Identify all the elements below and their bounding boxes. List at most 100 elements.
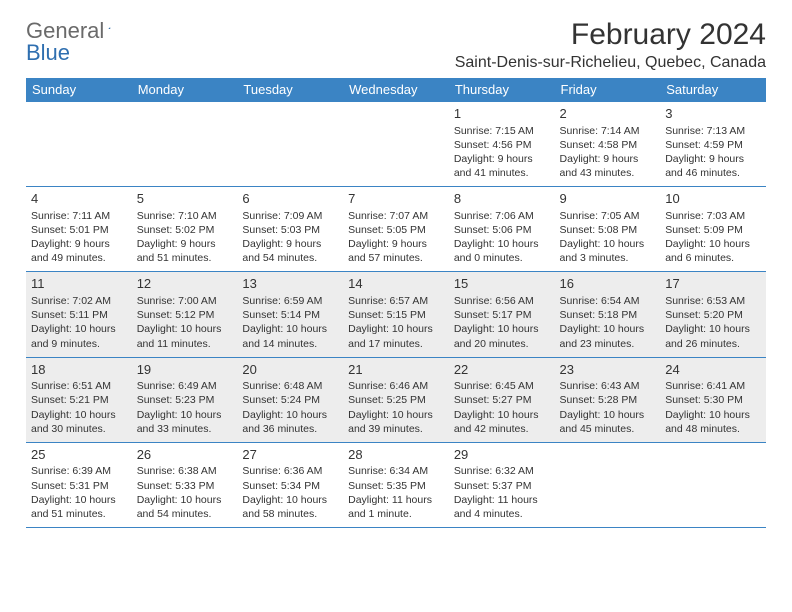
day-number: 25	[31, 446, 127, 464]
daylight-line: Daylight: 10 hours and 23 minutes.	[560, 322, 656, 350]
day-number: 1	[454, 105, 550, 123]
sunset-line: Sunset: 5:31 PM	[31, 479, 127, 493]
sunrise-line: Sunrise: 6:59 AM	[242, 294, 338, 308]
daylight-line: Daylight: 10 hours and 58 minutes.	[242, 493, 338, 521]
day-cell: 4Sunrise: 7:11 AMSunset: 5:01 PMDaylight…	[26, 187, 132, 272]
day-number: 18	[31, 361, 127, 379]
sunset-line: Sunset: 5:14 PM	[242, 308, 338, 322]
day-number: 3	[665, 105, 761, 123]
day-cell: 25Sunrise: 6:39 AMSunset: 5:31 PMDayligh…	[26, 442, 132, 527]
sunset-line: Sunset: 5:11 PM	[31, 308, 127, 322]
week-row: 4Sunrise: 7:11 AMSunset: 5:01 PMDaylight…	[26, 187, 766, 272]
sunrise-line: Sunrise: 6:41 AM	[665, 379, 761, 393]
sunset-line: Sunset: 5:06 PM	[454, 223, 550, 237]
daylight-line: Daylight: 9 hours and 46 minutes.	[665, 152, 761, 180]
day-number: 28	[348, 446, 444, 464]
daylight-line: Daylight: 10 hours and 45 minutes.	[560, 408, 656, 436]
day-cell	[132, 102, 238, 187]
day-cell	[555, 442, 661, 527]
daylight-line: Daylight: 9 hours and 41 minutes.	[454, 152, 550, 180]
sunrise-line: Sunrise: 6:57 AM	[348, 294, 444, 308]
day-number: 6	[242, 190, 338, 208]
day-number: 13	[242, 275, 338, 293]
sunrise-line: Sunrise: 6:36 AM	[242, 464, 338, 478]
sunrise-line: Sunrise: 6:48 AM	[242, 379, 338, 393]
week-row: 11Sunrise: 7:02 AMSunset: 5:11 PMDayligh…	[26, 272, 766, 357]
day-cell: 27Sunrise: 6:36 AMSunset: 5:34 PMDayligh…	[237, 442, 343, 527]
sunset-line: Sunset: 5:23 PM	[137, 393, 233, 407]
day-cell: 16Sunrise: 6:54 AMSunset: 5:18 PMDayligh…	[555, 272, 661, 357]
day-number: 17	[665, 275, 761, 293]
daylight-line: Daylight: 10 hours and 11 minutes.	[137, 322, 233, 350]
day-number: 10	[665, 190, 761, 208]
sunset-line: Sunset: 5:09 PM	[665, 223, 761, 237]
day-cell: 28Sunrise: 6:34 AMSunset: 5:35 PMDayligh…	[343, 442, 449, 527]
sunset-line: Sunset: 5:15 PM	[348, 308, 444, 322]
day-header: Tuesday	[237, 78, 343, 102]
sunset-line: Sunset: 5:28 PM	[560, 393, 656, 407]
daylight-line: Daylight: 10 hours and 14 minutes.	[242, 322, 338, 350]
sunset-line: Sunset: 5:24 PM	[242, 393, 338, 407]
day-cell: 12Sunrise: 7:00 AMSunset: 5:12 PMDayligh…	[132, 272, 238, 357]
week-row: 1Sunrise: 7:15 AMSunset: 4:56 PMDaylight…	[26, 102, 766, 187]
day-cell: 8Sunrise: 7:06 AMSunset: 5:06 PMDaylight…	[449, 187, 555, 272]
sunset-line: Sunset: 5:05 PM	[348, 223, 444, 237]
header: General February 2024 Saint-Denis-sur-Ri…	[26, 18, 766, 72]
sunrise-line: Sunrise: 6:49 AM	[137, 379, 233, 393]
day-cell	[343, 102, 449, 187]
sunset-line: Sunset: 5:35 PM	[348, 479, 444, 493]
day-number: 29	[454, 446, 550, 464]
sunset-line: Sunset: 5:03 PM	[242, 223, 338, 237]
sunrise-line: Sunrise: 6:32 AM	[454, 464, 550, 478]
day-cell: 21Sunrise: 6:46 AMSunset: 5:25 PMDayligh…	[343, 357, 449, 442]
daylight-line: Daylight: 11 hours and 4 minutes.	[454, 493, 550, 521]
day-cell: 24Sunrise: 6:41 AMSunset: 5:30 PMDayligh…	[660, 357, 766, 442]
day-header: Thursday	[449, 78, 555, 102]
day-number: 22	[454, 361, 550, 379]
daylight-line: Daylight: 10 hours and 48 minutes.	[665, 408, 761, 436]
daylight-line: Daylight: 10 hours and 30 minutes.	[31, 408, 127, 436]
daylight-line: Daylight: 9 hours and 43 minutes.	[560, 152, 656, 180]
sunrise-line: Sunrise: 6:39 AM	[31, 464, 127, 478]
day-cell: 1Sunrise: 7:15 AMSunset: 4:56 PMDaylight…	[449, 102, 555, 187]
location: Saint-Denis-sur-Richelieu, Quebec, Canad…	[455, 54, 766, 72]
daylight-line: Daylight: 9 hours and 57 minutes.	[348, 237, 444, 265]
daylight-line: Daylight: 11 hours and 1 minute.	[348, 493, 444, 521]
sunrise-line: Sunrise: 6:38 AM	[137, 464, 233, 478]
day-cell: 15Sunrise: 6:56 AMSunset: 5:17 PMDayligh…	[449, 272, 555, 357]
day-cell: 18Sunrise: 6:51 AMSunset: 5:21 PMDayligh…	[26, 357, 132, 442]
sunrise-line: Sunrise: 7:15 AM	[454, 124, 550, 138]
sunrise-line: Sunrise: 7:07 AM	[348, 209, 444, 223]
sunset-line: Sunset: 4:59 PM	[665, 138, 761, 152]
daylight-line: Daylight: 10 hours and 36 minutes.	[242, 408, 338, 436]
day-header: Wednesday	[343, 78, 449, 102]
sunrise-line: Sunrise: 6:51 AM	[31, 379, 127, 393]
day-cell: 29Sunrise: 6:32 AMSunset: 5:37 PMDayligh…	[449, 442, 555, 527]
sunrise-line: Sunrise: 7:02 AM	[31, 294, 127, 308]
daylight-line: Daylight: 10 hours and 51 minutes.	[31, 493, 127, 521]
sunrise-line: Sunrise: 7:14 AM	[560, 124, 656, 138]
daylight-line: Daylight: 10 hours and 20 minutes.	[454, 322, 550, 350]
sunset-line: Sunset: 5:33 PM	[137, 479, 233, 493]
brand-triangle-icon	[108, 19, 111, 37]
daylight-line: Daylight: 10 hours and 0 minutes.	[454, 237, 550, 265]
title-block: February 2024 Saint-Denis-sur-Richelieu,…	[455, 18, 766, 72]
sunset-line: Sunset: 5:27 PM	[454, 393, 550, 407]
daylight-line: Daylight: 10 hours and 54 minutes.	[137, 493, 233, 521]
sunrise-line: Sunrise: 7:05 AM	[560, 209, 656, 223]
calendar-table: Sunday Monday Tuesday Wednesday Thursday…	[26, 78, 766, 528]
day-cell: 20Sunrise: 6:48 AMSunset: 5:24 PMDayligh…	[237, 357, 343, 442]
sunset-line: Sunset: 5:25 PM	[348, 393, 444, 407]
sunrise-line: Sunrise: 7:11 AM	[31, 209, 127, 223]
day-number: 23	[560, 361, 656, 379]
week-row: 25Sunrise: 6:39 AMSunset: 5:31 PMDayligh…	[26, 442, 766, 527]
sunrise-line: Sunrise: 6:34 AM	[348, 464, 444, 478]
daylight-line: Daylight: 10 hours and 3 minutes.	[560, 237, 656, 265]
sunrise-line: Sunrise: 6:54 AM	[560, 294, 656, 308]
day-cell: 23Sunrise: 6:43 AMSunset: 5:28 PMDayligh…	[555, 357, 661, 442]
day-number: 21	[348, 361, 444, 379]
day-number: 15	[454, 275, 550, 293]
day-header: Monday	[132, 78, 238, 102]
day-header-row: Sunday Monday Tuesday Wednesday Thursday…	[26, 78, 766, 102]
sunset-line: Sunset: 5:30 PM	[665, 393, 761, 407]
